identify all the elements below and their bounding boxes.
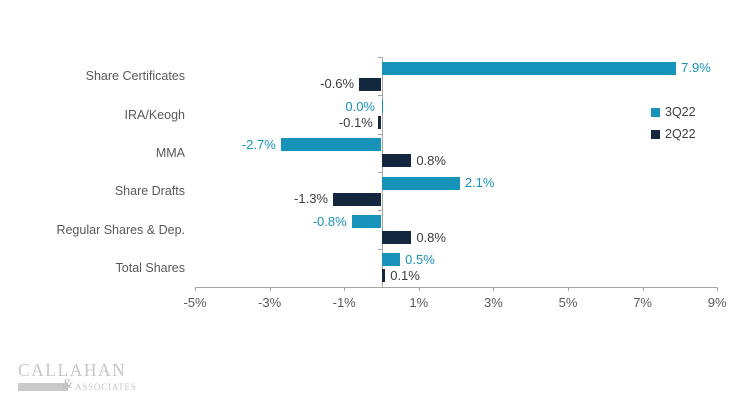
bar-3q22-regular-shares-dep [351, 215, 382, 228]
x-axis-tick [642, 287, 644, 291]
y-axis-tick [377, 287, 382, 288]
y-axis-tick [377, 95, 382, 97]
x-axis-tick-label: 5% [558, 295, 578, 310]
legend-swatch-icon [651, 129, 660, 139]
legend-item-3q22: 3Q22 [651, 105, 696, 119]
x-axis-tick [344, 287, 346, 291]
bar-2q22-regular-shares-dep [381, 231, 412, 244]
bar-2q22-ira-keogh [377, 116, 382, 129]
x-axis-tick [195, 287, 196, 291]
category-label-regular-shares-dep: Regular Shares & Dep. [56, 222, 185, 237]
bar-value-label-3q22-total-shares: 0.5% [405, 251, 435, 267]
bar-3q22-mma [280, 138, 382, 152]
y-axis-tick [377, 210, 382, 212]
x-axis-tick-label: 1% [409, 295, 429, 310]
logo-ampersand: & [62, 376, 73, 392]
x-axis-tick-label: 7% [633, 295, 652, 310]
category-label-ira-keogh: IRA/Keogh [124, 107, 185, 122]
category-label-total-shares: Total Shares [115, 260, 185, 275]
x-axis-line [195, 287, 718, 288]
y-axis-line [381, 57, 383, 287]
bar-value-label-2q22-share-certificates: -0.6% [320, 76, 355, 92]
bar-value-label-2q22-ira-keogh: -0.1% [338, 114, 373, 130]
legend-swatch-icon [651, 107, 660, 117]
bar-3q22-ira-keogh [381, 100, 383, 113]
bar-2q22-mma [381, 154, 412, 168]
x-axis-tick-label: -1% [332, 295, 356, 310]
bar-value-label-3q22-mma: -2.7% [241, 136, 276, 152]
x-axis-tick-label: 9% [707, 295, 727, 310]
x-axis-tick [568, 287, 569, 291]
x-axis-tick-label: -3% [258, 295, 282, 310]
bar-value-label-3q22-share-drafts: 2.1% [464, 175, 495, 191]
bar-value-label-2q22-total-shares: 0.1% [390, 267, 420, 283]
bar-2q22-share-drafts [333, 192, 382, 206]
y-axis-tick [377, 133, 382, 135]
callahan-logo: CALLAHAN & ASSOCIATES [18, 360, 148, 393]
bar-3q22-share-drafts [381, 176, 460, 190]
bar-value-label-3q22-ira-keogh: 0.0% [345, 98, 375, 114]
bar-value-label-3q22-regular-shares-dep: -0.8% [312, 213, 347, 229]
bar-value-label-2q22-share-drafts: -1.3% [294, 191, 328, 207]
logo-company-name: CALLAHAN [18, 360, 127, 380]
category-label-share-drafts: Share Drafts [114, 184, 185, 199]
bar-3q22-share-certificates [381, 61, 677, 75]
category-label-mma: MMA [155, 145, 185, 160]
legend-label: 3Q22 [665, 105, 696, 119]
bar-value-label-3q22-share-certificates: 7.9% [681, 60, 711, 76]
bar-value-label-2q22-mma: 0.8% [416, 152, 446, 168]
x-axis-tick [418, 287, 420, 291]
y-axis-tick [377, 248, 382, 250]
x-axis-tick-label: -5% [183, 295, 207, 310]
category-label-share-certificates: Share Certificates [85, 69, 185, 84]
y-axis-tick [377, 172, 382, 173]
logo-bar-decoration [18, 382, 68, 391]
bar-2q22-total-shares [381, 269, 386, 283]
x-axis-tick [493, 287, 495, 291]
bar-3q22-total-shares [381, 253, 401, 267]
legend-label: 2Q22 [665, 127, 696, 141]
x-axis-tick [717, 287, 719, 291]
legend-item-2q22: 2Q22 [651, 127, 696, 141]
logo-associates-text: ASSOCIATES [75, 381, 137, 392]
logo-subline: & ASSOCIATES [18, 377, 148, 393]
legend: 3Q22 2Q22 [651, 105, 696, 149]
y-axis-tick [377, 57, 382, 58]
bar-value-label-2q22-regular-shares-dep: 0.8% [416, 229, 446, 245]
bar-2q22-share-certificates [359, 77, 382, 91]
x-axis-tick-label: 3% [483, 295, 503, 310]
x-axis-tick [269, 287, 271, 291]
